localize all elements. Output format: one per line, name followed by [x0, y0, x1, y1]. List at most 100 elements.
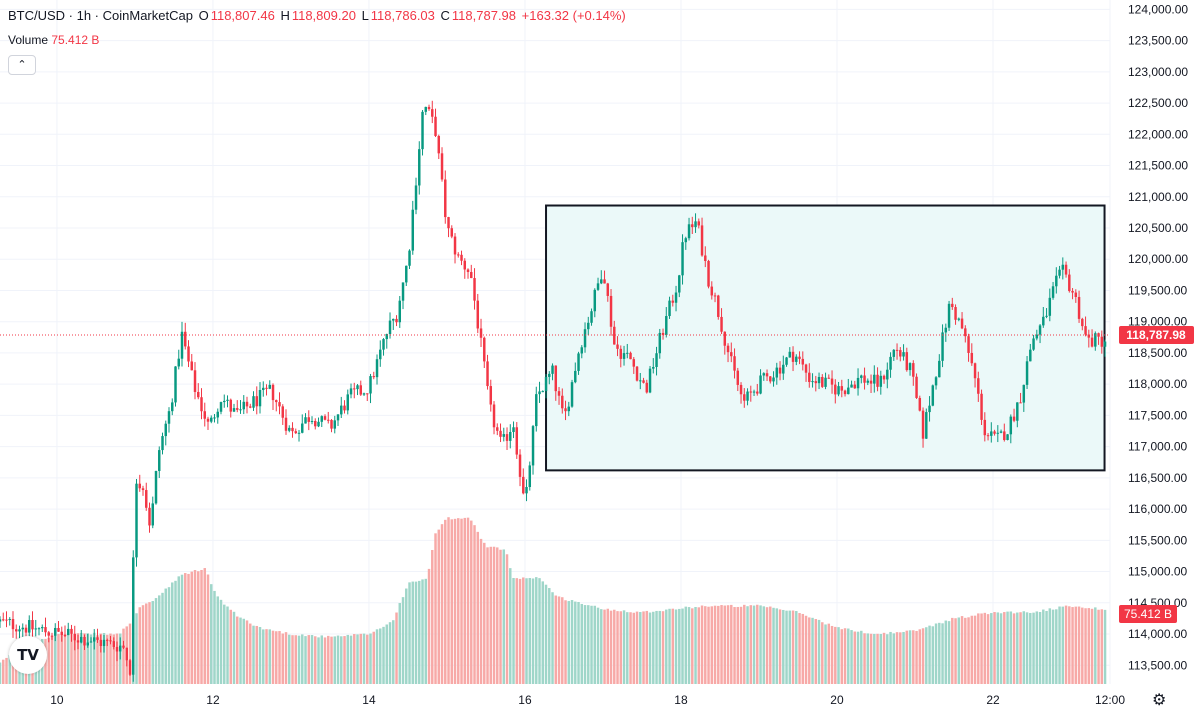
volume-bar	[80, 632, 83, 684]
volume-bar	[1097, 609, 1100, 684]
volume-bar	[301, 634, 304, 684]
volume-bar	[271, 630, 275, 684]
volume-bar	[193, 570, 197, 684]
candle-body	[414, 185, 418, 210]
volume-bar	[466, 517, 470, 684]
price-tick-label: 115,500.00	[1128, 533, 1187, 547]
candle-body	[1019, 402, 1022, 404]
candle-body	[882, 375, 886, 380]
volume-bar	[258, 627, 262, 684]
tradingview-logo-icon[interactable]: TV	[9, 636, 47, 674]
volume-bar	[190, 571, 193, 684]
volume-bar	[629, 612, 632, 684]
volume-bar	[798, 613, 801, 684]
volume-bar	[184, 573, 187, 684]
candle-body	[694, 221, 697, 228]
candle-body	[743, 394, 746, 401]
volume-bar	[460, 518, 463, 684]
price-tick-label: 121,000.00	[1128, 190, 1188, 204]
volume-bar	[1048, 608, 1052, 684]
candle-body	[249, 406, 252, 408]
volume-bar	[525, 578, 528, 684]
volume-bar	[1019, 612, 1022, 684]
volume-bar	[434, 533, 437, 684]
candle-body	[749, 391, 753, 393]
volume-bar	[96, 635, 99, 684]
candle-body	[349, 388, 353, 395]
volume-bar	[278, 631, 281, 684]
candle-body	[1103, 341, 1107, 347]
volume-bar	[57, 633, 60, 684]
candle-body	[119, 645, 122, 652]
volume-bar	[817, 619, 821, 684]
volume-bar	[405, 588, 408, 684]
volume-bar	[860, 630, 863, 684]
candle-body	[996, 432, 1000, 434]
volume-bar	[921, 628, 925, 684]
volume-bar	[470, 520, 473, 684]
volume-bar	[531, 578, 535, 684]
symbol-title[interactable]: BTC/USD · 1h · CoinMarketCap	[8, 8, 193, 23]
candle-body	[453, 236, 457, 255]
candle-body	[645, 382, 649, 393]
candle-body	[502, 434, 506, 437]
volume-label[interactable]: Volume	[8, 33, 49, 47]
volume-bar	[424, 578, 428, 684]
candle-body	[938, 360, 941, 378]
candle-body	[15, 629, 18, 632]
candle-body	[1090, 337, 1094, 347]
candle-body	[951, 303, 954, 308]
time-axis[interactable]: 10 12 14 16 18 20 22 12:00	[50, 693, 1125, 707]
candle-body	[973, 363, 977, 379]
range-box[interactable]	[545, 204, 1106, 472]
candle-body	[587, 322, 590, 330]
volume-bar	[275, 631, 278, 684]
volume-bar	[249, 623, 252, 684]
volume-bar	[730, 604, 733, 684]
volume-bar	[1016, 612, 1019, 684]
volume-bar	[320, 635, 324, 684]
volume-tag	[1119, 605, 1177, 623]
candle-body	[821, 376, 824, 387]
volume-bar	[733, 607, 736, 684]
candle-body	[863, 375, 866, 383]
volume-bar	[522, 577, 525, 684]
collapse-legend-button[interactable]: ⌃	[8, 55, 36, 75]
volume-bar	[710, 606, 714, 684]
volume-bar	[889, 631, 892, 684]
volume-bar	[769, 606, 772, 684]
candle-body	[921, 410, 925, 439]
volume-bar	[616, 611, 619, 684]
candle-body	[1087, 334, 1091, 338]
candle-body	[681, 242, 684, 276]
candle-body	[561, 395, 564, 409]
time-tick-label: 16	[518, 693, 532, 707]
gear-icon[interactable]: ⚙	[1152, 692, 1167, 709]
candle-body	[28, 620, 31, 633]
candle-body	[343, 405, 346, 411]
volume-bar	[99, 633, 102, 684]
volume-bar	[759, 605, 762, 684]
volume-bar	[577, 601, 580, 684]
candle-body	[782, 364, 785, 374]
volume-bar	[346, 634, 350, 684]
candle-body	[226, 399, 229, 401]
volume-bar	[580, 603, 584, 684]
volume-bar	[765, 607, 769, 684]
volume-bar	[252, 625, 255, 684]
candle-body	[418, 149, 421, 186]
volume-bar	[109, 633, 112, 684]
candle-body	[934, 377, 938, 386]
candle-body	[125, 647, 128, 661]
volume-bar	[340, 636, 343, 684]
volume-bar	[509, 568, 512, 684]
volume-bar	[775, 608, 779, 684]
volume-bar	[359, 633, 363, 684]
price-axis[interactable]: 124,000.00 123,500.00 123,000.00 122,500.00…	[1119, 2, 1194, 672]
volume-bar	[645, 610, 649, 684]
volume-bar	[772, 607, 775, 684]
candle-body	[232, 408, 236, 412]
candle-body	[769, 376, 772, 382]
volume-bar	[879, 633, 883, 684]
